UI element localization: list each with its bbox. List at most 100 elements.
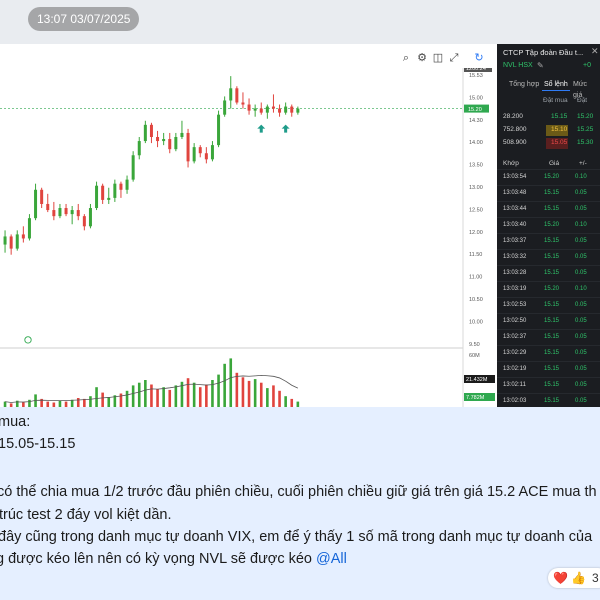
volume-bar: [119, 393, 123, 407]
volume-bar: [144, 380, 147, 407]
volume-bar: [180, 381, 184, 407]
volume-bar: [272, 385, 275, 407]
panel-tabs: Tổng hợp Sổ lệnh Mức giá: [497, 77, 600, 99]
close-icon[interactable]: ✕: [591, 46, 599, 56]
candle-body: [271, 106, 275, 109]
buy-signal-arrow: [281, 124, 290, 133]
edit-icon[interactable]: ✎: [537, 61, 544, 70]
trade-row: 13:03:37 15.15 0.05: [497, 233, 600, 250]
volume-bar: [235, 372, 239, 407]
price-tick-label: 12.50: [469, 207, 483, 213]
volume-bar: [156, 389, 159, 407]
candle-body: [247, 104, 251, 111]
reaction-bar[interactable]: ❤️ 👍 3: [548, 568, 600, 588]
volume-bar: [259, 382, 263, 407]
candle-body: [223, 100, 227, 115]
volume-bar: [52, 402, 56, 407]
volume-bar: [241, 377, 245, 407]
volume-tag: [464, 375, 495, 383]
trade-row: 13:03:54 15.20 0.10: [497, 169, 600, 186]
candle-body: [143, 124, 147, 142]
price-tick-label: 13.00: [469, 185, 483, 191]
trade-row: 13:02:37 15.15 0.05: [497, 329, 600, 346]
search-icon[interactable]: ⌕: [402, 52, 410, 64]
volume-bar: [107, 397, 111, 407]
tab-orderbook[interactable]: Sổ lệnh: [542, 79, 570, 91]
screenshot-icon[interactable]: ◫: [432, 52, 444, 64]
candle-body: [76, 210, 80, 217]
trade-time-header: Khớp: [503, 160, 519, 167]
tab-price-levels[interactable]: Mức giá: [573, 81, 588, 99]
trade-row: 13:03:48 15.15 0.05: [497, 185, 600, 202]
company-title: CTCP Tập đoàn Đầu t...: [503, 48, 584, 57]
fullscreen-icon[interactable]: ⤢: [449, 52, 459, 64]
candle-body: [180, 132, 184, 137]
candle-body: [217, 114, 221, 146]
volume-ma-line: [4, 375, 299, 403]
orderbook-row: 508.900 15.05 15.30: [497, 137, 600, 150]
candle-body: [192, 147, 196, 162]
volume-bar: [15, 400, 19, 407]
current-price-tag: [464, 104, 489, 113]
candle-body: [210, 145, 214, 160]
trade-row: 13:02:50 15.15 0.05: [497, 313, 600, 330]
price-tick-label: 14.30: [469, 118, 483, 124]
candle-body: [168, 139, 172, 150]
candle-body: [119, 183, 123, 190]
volume-bar: [125, 390, 129, 407]
candle-body: [284, 106, 288, 113]
volume-bar: [76, 398, 80, 407]
order-panel: CTCP Tập đoàn Đầu t... ✕ NVL HSX ✎ +0 Tổ…: [497, 44, 600, 407]
refresh-icon[interactable]: ↻: [474, 52, 484, 64]
volume-bar: [137, 382, 141, 407]
thumbs-up-icon: 👍: [571, 571, 586, 585]
volume-label: 21.432M: [466, 377, 488, 383]
tab-summary[interactable]: Tổng hợp: [509, 81, 540, 88]
volume-bar: [168, 389, 172, 407]
candle-body: [88, 208, 92, 227]
price-tick-label: 14.00: [469, 140, 483, 146]
text-line: có thể chia mua 1/2 trước đầu phiên chiề…: [0, 484, 597, 500]
candle-body: [64, 208, 68, 215]
candle-body: [95, 185, 99, 209]
text-line: mua:: [0, 414, 31, 430]
trade-row: 13:03:32 15.15 0.05: [497, 249, 600, 266]
candle-body: [235, 88, 239, 103]
volume-bar: [150, 384, 153, 407]
chart-screenshot[interactable]: ⌕ ⚙ ◫ ⤢ ↻ 15.53 15.00 14.30 14.00 13.50 13.00…: [0, 44, 600, 407]
message-timestamp: 13:07 03/07/2025: [28, 7, 140, 31]
heart-icon: ❤️: [553, 571, 568, 585]
price-tick-label: 9.50: [469, 342, 480, 348]
volume-bar: [229, 358, 233, 407]
candle-body: [290, 106, 294, 113]
candle-body: [82, 216, 86, 227]
volume-bar: [198, 387, 202, 407]
price-tick-label: 10.50: [469, 297, 483, 303]
text-line: trúc test 2 đáy vol kiệt dần.: [0, 507, 172, 523]
volume-bar: [192, 382, 196, 407]
event-marker-icon[interactable]: [24, 336, 32, 344]
volume-bar: [247, 380, 251, 407]
candle-body: [229, 88, 233, 101]
volume-bar: [9, 403, 13, 407]
volume-bar: [70, 399, 74, 407]
volume-bar: [46, 401, 50, 407]
candle-body: [113, 183, 117, 198]
current-price-label: 15.20: [468, 107, 482, 113]
candle-body: [21, 234, 25, 239]
candle-body: [259, 108, 263, 113]
candle-body: [34, 189, 38, 219]
price-tick-label: 13.50: [469, 163, 483, 169]
mention-all[interactable]: @All: [316, 551, 347, 567]
volume-bar: [223, 363, 226, 407]
trade-row: 13:02:19 15.15 0.05: [497, 361, 600, 378]
settings-icon[interactable]: ⚙: [417, 52, 427, 64]
price-chart[interactable]: 15.53 15.00 14.30 14.00 13.50 13.00 12.50 12.00…: [0, 68, 497, 407]
candle-body: [296, 108, 300, 113]
volume-bar: [186, 378, 190, 407]
text-line: 15.05-15.15: [0, 436, 76, 452]
candle-body: [125, 179, 129, 190]
volume-bar: [40, 398, 43, 407]
volume-tick-label: 60M: [469, 353, 480, 359]
candle-body: [149, 124, 153, 137]
